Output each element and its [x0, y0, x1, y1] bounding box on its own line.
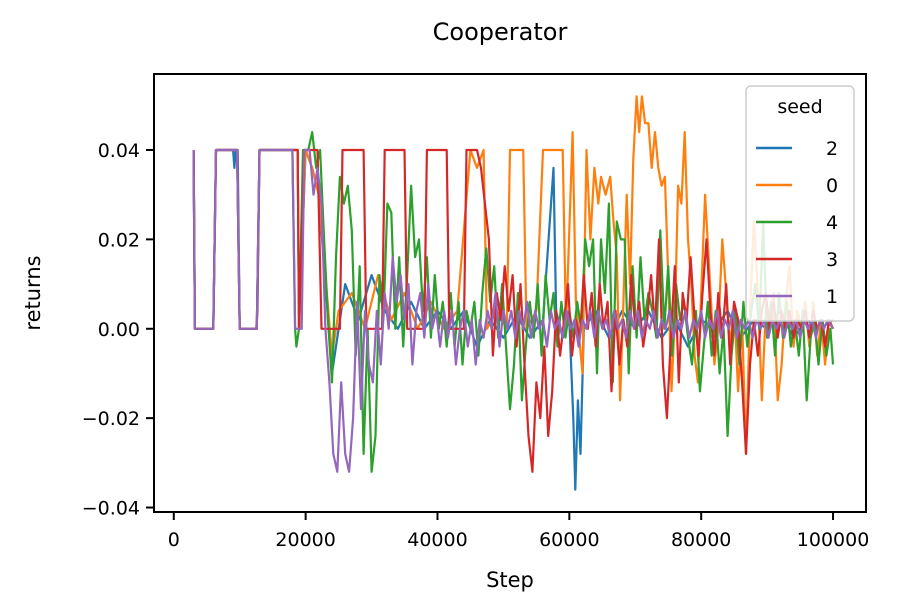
x-tick-label: 40000: [407, 529, 467, 551]
y-tick-label: −0.04: [82, 498, 140, 520]
legend: seed 2 0 4 3 1: [745, 85, 855, 322]
y-axis: −0.04 −0.02 0.00 0.02 0.04: [82, 140, 154, 520]
y-axis-title: returns: [21, 255, 45, 330]
y-tick-label: 0.04: [98, 140, 140, 162]
plot-area: [153, 73, 867, 513]
legend-label-4: 4: [826, 212, 838, 234]
x-tick-label: 20000: [275, 529, 335, 551]
x-axis: 0 20000 40000 60000 80000 100000: [168, 512, 870, 551]
x-tick-label: 60000: [539, 529, 599, 551]
x-tick-label: 80000: [671, 529, 731, 551]
series-layer: [192, 95, 835, 491]
x-axis-title: Step: [486, 568, 534, 592]
plot-frame: [153, 73, 867, 513]
y-tick-label: −0.02: [82, 408, 140, 430]
legend-label-3: 3: [826, 249, 838, 271]
legend-label-0: 0: [826, 175, 838, 197]
legend-label-1: 1: [826, 286, 838, 308]
y-tick-label: 0.02: [98, 229, 140, 251]
series-line-4: [192, 131, 835, 473]
legend-title: seed: [777, 96, 822, 118]
series-line-3: [192, 148, 835, 473]
x-tick-label: 0: [168, 529, 180, 551]
chart-title: Cooperator: [433, 18, 568, 46]
legend-label-2: 2: [826, 138, 838, 160]
series-line-1: [192, 148, 834, 473]
legend-box: [745, 85, 855, 322]
x-tick-label: 100000: [797, 529, 870, 551]
y-tick-label: 0.00: [98, 319, 140, 341]
series-line-0: [192, 95, 835, 455]
